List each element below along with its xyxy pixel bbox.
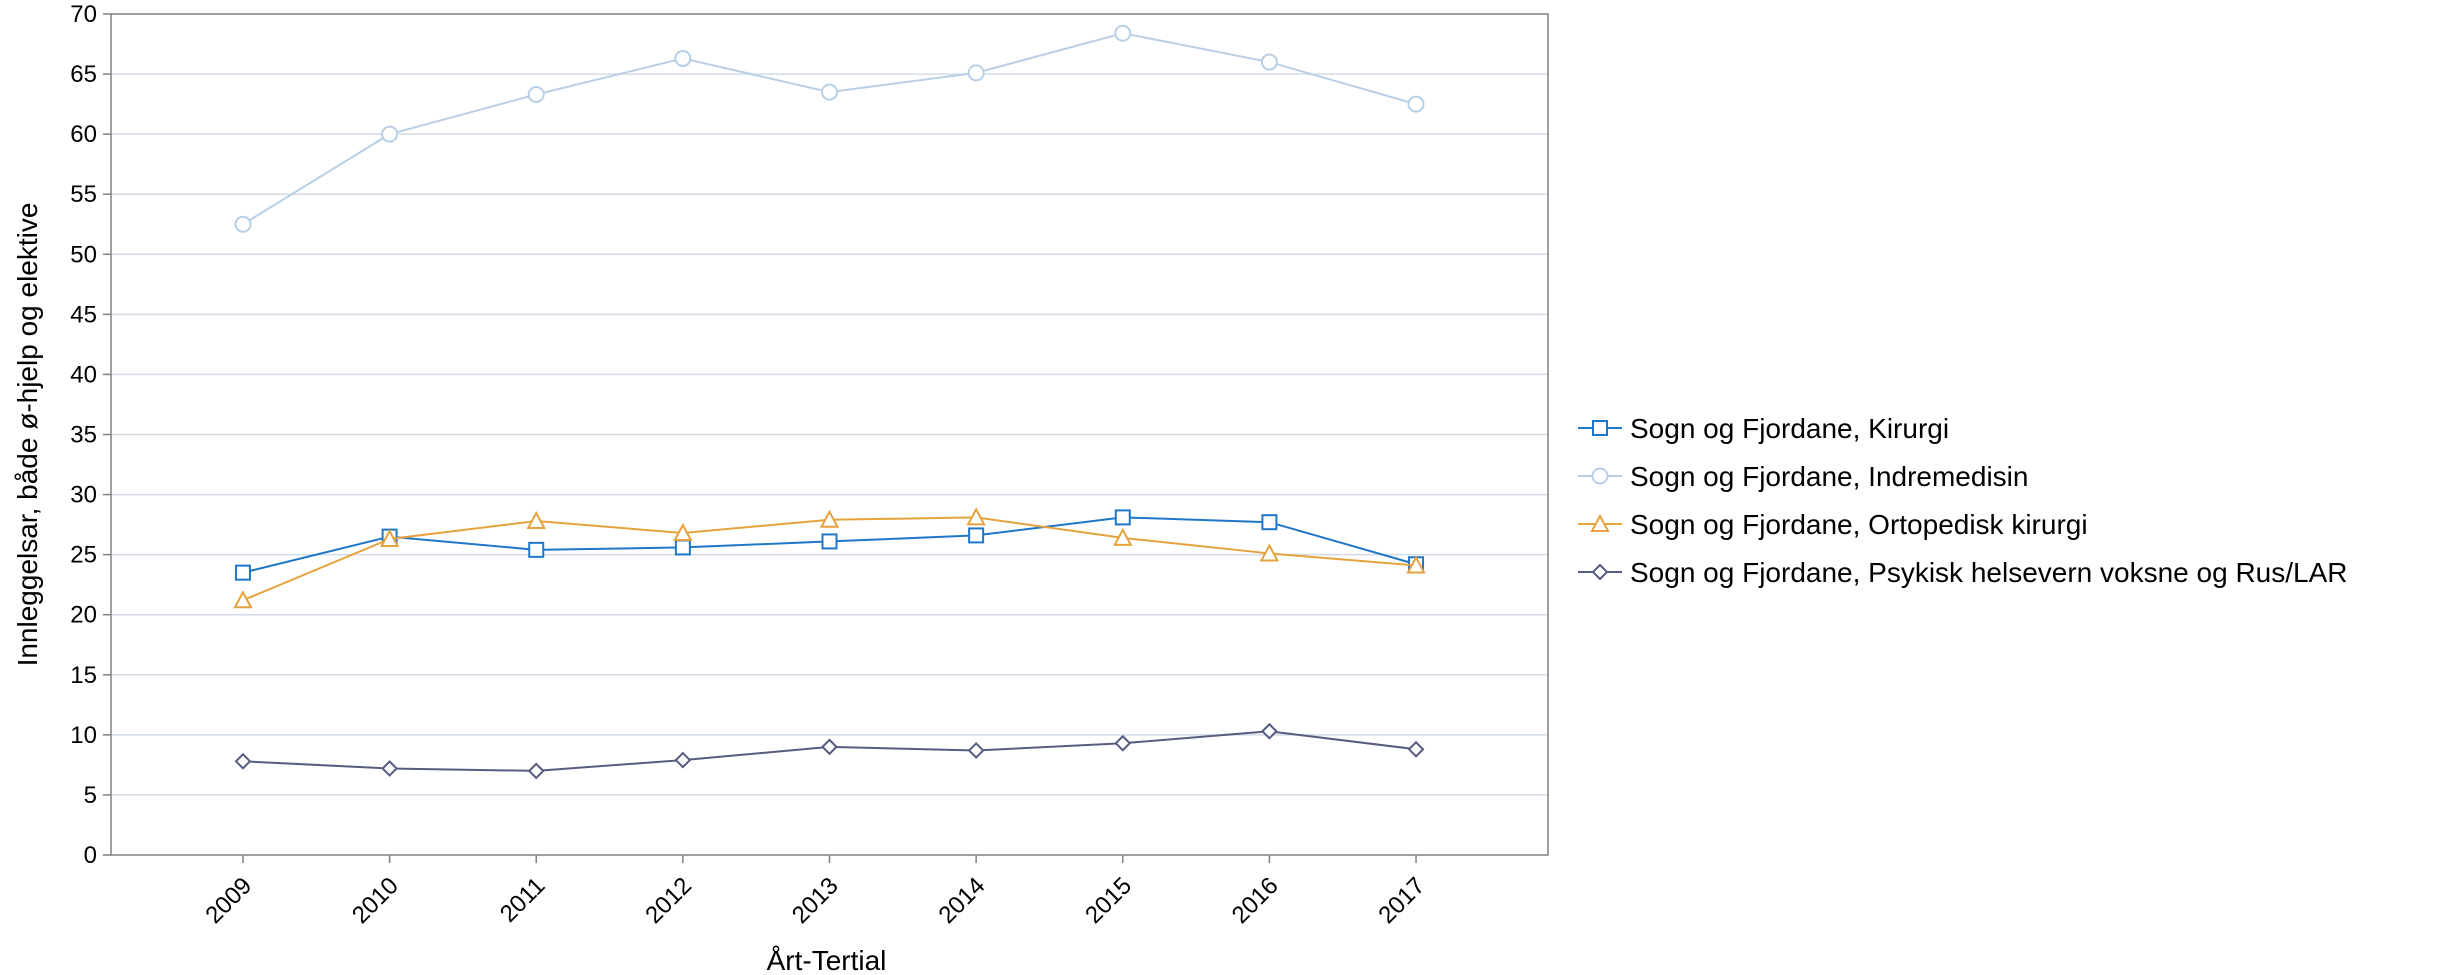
x-tick-label: 2015 — [1080, 872, 1137, 929]
series-line — [242, 516, 1417, 602]
data-point — [1259, 543, 1280, 562]
data-point — [234, 564, 251, 581]
data-point — [381, 760, 399, 777]
x-tick-label: 2017 — [1373, 872, 1430, 929]
y-tick-label: 60 — [70, 121, 97, 148]
data-point — [1406, 555, 1426, 574]
data-point — [1113, 527, 1133, 546]
data-point — [1407, 95, 1425, 113]
legend-marker — [1590, 513, 1610, 532]
series-group — [233, 24, 1426, 780]
y-tick-label: 45 — [70, 301, 97, 328]
legend-label: Sogn og Fjordane, Psykisk helsevern voks… — [1630, 557, 2348, 588]
y-tick-label: 35 — [70, 422, 97, 449]
gridlines — [111, 73, 1548, 796]
legend-label: Sogn og Fjordane, Ortopedisk kirurgi — [1630, 509, 2088, 540]
data-point — [674, 539, 691, 556]
y-tick-label: 50 — [70, 241, 97, 268]
data-point — [381, 125, 399, 143]
data-point — [968, 527, 985, 544]
data-point — [526, 510, 546, 530]
data-point — [1114, 24, 1132, 42]
data-point — [821, 83, 838, 101]
series-circle — [234, 24, 1425, 233]
data-point — [1114, 509, 1131, 526]
data-point — [234, 752, 252, 770]
data-point — [527, 85, 545, 103]
data-point — [528, 541, 545, 558]
y-tick-label: 15 — [70, 662, 97, 689]
y-axis-title: Innleggelsar, både ø-hjelp og elektive — [12, 203, 43, 667]
y-tick-label: 10 — [70, 722, 97, 749]
data-point — [673, 522, 693, 542]
data-point — [1260, 722, 1278, 740]
x-tick-label: 2011 — [495, 872, 551, 928]
y-tick-label: 30 — [70, 482, 97, 509]
x-tick-label: 2014 — [934, 872, 991, 929]
legend-item: Sogn og Fjordane, Psykisk helsevern voks… — [1578, 557, 2348, 588]
series-line — [242, 32, 1417, 226]
data-point — [819, 509, 840, 528]
y-tick-label: 20 — [70, 602, 97, 629]
data-point — [233, 590, 253, 609]
series-triangle — [233, 507, 1426, 609]
x-axis-title: Årt-Tertial — [767, 945, 887, 975]
data-point — [821, 738, 838, 756]
data-point — [821, 533, 838, 550]
x-tick-label: 2009 — [200, 872, 257, 929]
legend: Sogn og Fjordane, Kirurgi Sogn og Fjordan… — [1578, 413, 2348, 588]
x-axis-ticks: 2009 2010 2011 2012 2013 2014 2015 2016 2017 — [200, 855, 1430, 929]
y-tick-label: 40 — [70, 361, 97, 388]
legend-label: Sogn og Fjordane, Kirurgi — [1630, 413, 1949, 444]
data-point — [379, 528, 400, 548]
y-tick-label: 65 — [70, 61, 97, 88]
data-point — [527, 762, 545, 780]
data-point — [674, 49, 692, 67]
y-axis-ticks: 0 5 10 15 20 25 30 35 40 45 50 55 60 65 70 — [70, 1, 111, 869]
legend-marker — [1591, 467, 1609, 485]
legend-marker — [1592, 420, 1608, 436]
data-point — [967, 742, 985, 759]
series-diamond — [234, 722, 1425, 780]
data-point — [1261, 514, 1278, 531]
data-point — [1407, 740, 1425, 758]
y-tick-label: 5 — [84, 782, 97, 809]
x-tick-label: 2013 — [787, 872, 844, 929]
y-tick-label: 70 — [70, 1, 97, 28]
y-tick-label: 0 — [84, 842, 97, 869]
data-point — [674, 751, 692, 769]
y-tick-label: 25 — [70, 542, 97, 569]
legend-item: Sogn og Fjordane, Kirurgi — [1578, 413, 1949, 444]
legend-item: Sogn og Fjordane, Indremedisin — [1578, 461, 2028, 492]
data-point — [967, 64, 985, 82]
legend-item: Sogn og Fjordane, Ortopedisk kirurgi — [1578, 509, 2088, 540]
y-tick-label: 55 — [70, 181, 97, 208]
legend-marker — [1591, 563, 1609, 581]
x-tick-label: 2016 — [1227, 872, 1284, 929]
legend-label: Sogn og Fjordane, Indremedisin — [1630, 461, 2028, 492]
data-point — [1260, 53, 1278, 71]
x-tick-label: 2012 — [640, 872, 697, 929]
x-tick-label: 2010 — [347, 872, 404, 929]
data-point — [966, 507, 986, 526]
data-point — [1114, 734, 1132, 752]
data-point — [234, 215, 252, 233]
